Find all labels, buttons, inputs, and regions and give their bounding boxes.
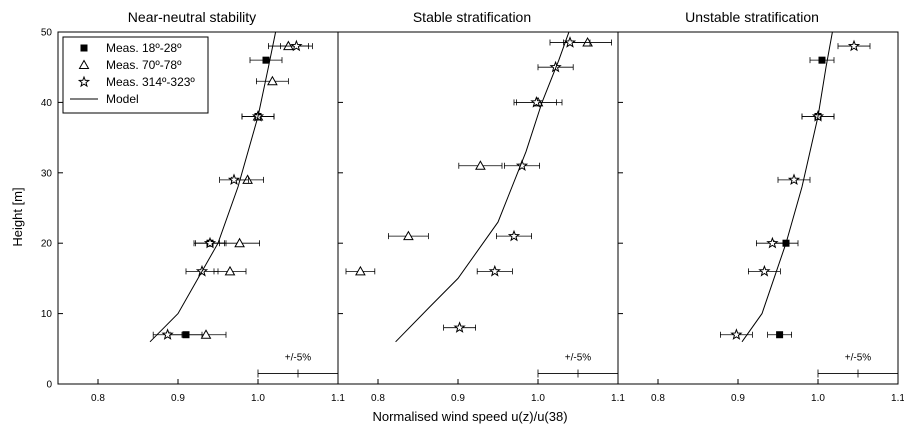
legend-label: Meas. 18º-28º	[106, 41, 182, 55]
panel-1: 0.8 0.9 1.0 1.1 0 10 20 30 40 50 Near-neutral stab…	[41, 9, 346, 404]
data-point	[563, 36, 577, 48]
y-tick-label: 0	[46, 380, 52, 391]
legend-marker	[78, 59, 90, 69]
data-point	[847, 39, 861, 52]
data-point	[549, 60, 562, 73]
y-tick-label: 10	[41, 309, 53, 320]
error-band-label: +/-5%	[565, 352, 592, 363]
legend: Meas. 18º-28º Meas. 70º-78º Meas. 314º-323…	[62, 36, 209, 114]
data-point	[283, 40, 294, 51]
data-point	[730, 328, 743, 340]
data-point	[488, 264, 501, 277]
data-point	[290, 39, 303, 52]
model-line	[741, 32, 833, 343]
data-point	[530, 95, 543, 108]
panel-frame	[617, 31, 899, 385]
legend-label: Meas. 314º-323º	[106, 75, 195, 89]
data-point	[758, 264, 771, 277]
legend-marker	[80, 44, 88, 52]
legend-label: Meas. 70º-78º	[106, 58, 182, 72]
data-point	[355, 265, 366, 276]
y-tick-label: 30	[41, 168, 53, 179]
data-point	[200, 329, 212, 339]
x-tick-label: 0.9	[171, 393, 185, 404]
data-point	[766, 236, 779, 249]
panel-2: 0.8 0.9 1.0 1.1 Stable stratification +/-5%	[337, 9, 625, 404]
data-point	[776, 331, 784, 339]
x-tick-label: 1.1	[891, 393, 904, 404]
data-point	[262, 56, 270, 64]
x-tick-label: 1.1	[331, 393, 345, 404]
y-tick-label: 40	[41, 98, 53, 109]
data-point	[453, 321, 466, 333]
x-tick-label: 1.0	[251, 393, 265, 404]
data-point	[515, 159, 529, 171]
y-tick-label: 50	[41, 28, 53, 39]
data-point	[242, 174, 253, 184]
x-axis-title: Normalised wind speed u(z)/u(38)	[372, 409, 567, 424]
data-point	[267, 75, 278, 86]
panel-frame	[337, 31, 619, 385]
data-point	[475, 160, 486, 170]
x-tick-label: 0.9	[731, 393, 745, 404]
data-point	[787, 173, 801, 186]
data-point	[818, 56, 826, 64]
x-tick-label: 0.9	[451, 393, 465, 404]
panel-title: Stable stratification	[413, 9, 531, 25]
data-point	[161, 328, 174, 340]
model-line	[149, 32, 277, 343]
y-tick-label: 20	[41, 239, 53, 250]
x-tick-label: 0.8	[91, 393, 105, 404]
panel-3: 0.8 0.9 1.0 1.1 Unstable stratification +/-5%	[617, 9, 904, 404]
panel-title: Near-neutral stability	[128, 9, 256, 25]
model-line	[395, 32, 570, 343]
x-tick-label: 1.1	[611, 393, 625, 404]
data-point	[507, 229, 521, 242]
panel-title: Unstable stratification	[685, 9, 819, 25]
error-band-label: +/-5%	[285, 352, 312, 363]
chart-panels: 0.8 0.9 1.0 1.1 0 10 20 30 40 50 Near-neutral stab…	[41, 9, 904, 404]
x-tick-label: 0.8	[651, 393, 665, 404]
x-tick-label: 1.0	[531, 393, 545, 404]
x-tick-label: 0.8	[371, 393, 385, 404]
data-point	[582, 37, 593, 47]
legend-marker	[77, 75, 91, 88]
data-point	[234, 237, 245, 248]
data-point	[403, 230, 414, 241]
data-point	[224, 265, 236, 276]
legend-label: Model	[106, 92, 139, 106]
data-point	[227, 173, 241, 186]
data-point	[203, 236, 217, 249]
error-band-label: +/-5%	[845, 352, 872, 363]
y-axis-title: Height [m]	[10, 187, 25, 246]
x-tick-label: 1.0	[811, 393, 825, 404]
